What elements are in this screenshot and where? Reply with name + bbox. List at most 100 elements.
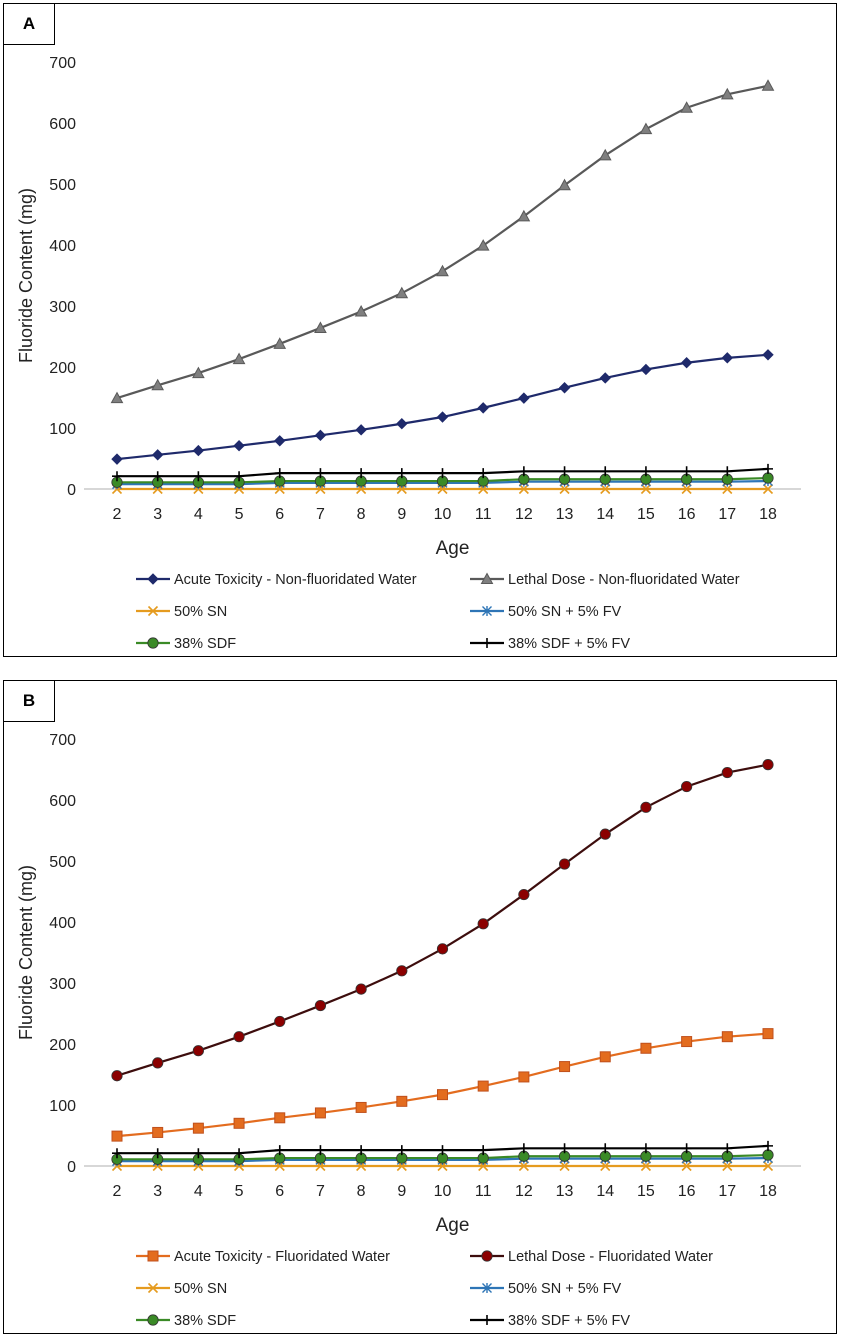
data-point [680, 357, 693, 369]
data-point [762, 349, 774, 361]
x-tick-label: 4 [194, 506, 203, 523]
data-point [152, 471, 163, 482]
series-line [116, 1032, 769, 1138]
series-lethal-dose-non-fluoridated-water [110, 79, 775, 404]
data-point [559, 466, 570, 477]
x-tick-label: 18 [759, 506, 777, 523]
legend-label: 50% SN + 5% FV [508, 1281, 622, 1297]
data-point [640, 1143, 651, 1154]
series-line [116, 353, 769, 461]
legend-marker [482, 1315, 492, 1325]
y-tick-label: 700 [49, 732, 76, 749]
data-point [721, 1031, 733, 1043]
x-tick-label: 11 [475, 1183, 492, 1200]
data-point [478, 1145, 489, 1156]
y-tick-label: 0 [67, 482, 76, 499]
legend-item: 50% SN + 5% FV [470, 1281, 622, 1297]
legend-label: 38% SDF + 5% FV [508, 636, 630, 652]
series-lethal-dose-fluoridated-water [111, 759, 774, 1082]
x-tick-label: 9 [397, 506, 406, 523]
chart-a-svg: 0 100 200 300 400 500 600 700 2 3 4 5 6 7 8 9 10 11 12 13 14… [16, 55, 801, 652]
data-point [761, 79, 775, 91]
series-acute-toxicity-fluoridated-water [111, 1028, 774, 1142]
data-point [111, 1130, 123, 1142]
legend-label: Lethal Dose - Non-fluoridated Water [508, 572, 740, 588]
data-point [314, 321, 327, 333]
legend-item: 38% SDF + 5% FV [470, 1313, 630, 1329]
data-point [234, 1148, 245, 1159]
data-point [274, 1015, 286, 1028]
x-axis-title: Age [436, 538, 470, 559]
data-point [193, 471, 204, 482]
x-tick-label: 14 [596, 506, 614, 523]
data-point [559, 1061, 571, 1073]
x-tick-label: 13 [556, 1183, 574, 1200]
data-point [518, 1143, 529, 1154]
data-point [274, 468, 285, 479]
data-point [396, 965, 408, 977]
data-point [559, 1143, 570, 1154]
y-tick-label: 400 [49, 915, 76, 932]
data-point [558, 178, 571, 191]
series-line [116, 763, 769, 1077]
data-point [600, 1143, 611, 1154]
y-tick-label: 300 [49, 299, 76, 316]
x-tick-label: 3 [153, 506, 162, 523]
x-tick-label: 2 [113, 506, 122, 523]
x-tick-label: 18 [759, 1183, 777, 1200]
data-point [478, 468, 489, 479]
legend-label: 38% SDF [174, 1313, 236, 1329]
data-point [680, 101, 693, 113]
legend-marker [147, 1250, 159, 1262]
data-point [436, 943, 449, 955]
x-tick-label: 5 [235, 506, 244, 523]
legend-label: 50% SN [174, 1281, 227, 1297]
x-tick-label: 8 [357, 506, 366, 523]
data-point [681, 1036, 693, 1048]
legend-item: 50% SN [136, 604, 227, 620]
y-tick-label: 400 [49, 238, 76, 255]
data-point [558, 382, 571, 394]
legend-label: 50% SN [174, 604, 227, 620]
data-point [314, 429, 327, 442]
data-point [518, 483, 529, 495]
data-point [192, 1045, 204, 1057]
data-point [600, 483, 611, 495]
y-axis-title: Fluoride Content (mg) [16, 865, 36, 1040]
data-point [721, 352, 734, 364]
y-tick-label: 600 [49, 793, 76, 810]
legend-item: Lethal Dose - Non-fluoridated Water [470, 572, 740, 588]
legend-item: Acute Toxicity - Fluoridated Water [136, 1249, 390, 1265]
data-point [151, 378, 165, 391]
data-point [192, 366, 205, 379]
data-point [598, 148, 612, 161]
x-tick-label: 5 [235, 1183, 244, 1200]
legend-marker [480, 572, 494, 584]
y-tick-label: 700 [49, 55, 76, 72]
data-point [233, 1031, 245, 1043]
legend-label: 38% SDF + 5% FV [508, 1313, 630, 1329]
data-point [681, 1160, 692, 1172]
x-tick-label: 10 [434, 506, 452, 523]
x-tick-label: 16 [678, 1183, 696, 1200]
x-tick-label: 11 [475, 506, 492, 523]
x-tick-label: 3 [153, 1183, 162, 1200]
data-point [559, 483, 570, 495]
data-point [763, 463, 773, 474]
x-tick-label: 6 [275, 1183, 284, 1200]
data-point [477, 918, 489, 930]
data-point [355, 1101, 367, 1113]
x-tick-label: 7 [316, 1183, 325, 1200]
x-tick-label: 4 [194, 1183, 203, 1200]
data-point [721, 766, 733, 779]
data-point [314, 1107, 326, 1119]
data-point [477, 402, 489, 414]
data-point [396, 1095, 408, 1107]
legend-label: 50% SN + 5% FV [508, 604, 622, 620]
data-point [396, 1145, 407, 1156]
legend-marker [147, 1314, 159, 1326]
data-point [233, 1117, 245, 1129]
data-point [599, 828, 611, 840]
data-point [762, 1028, 774, 1040]
panel-label-a: A [3, 3, 55, 45]
